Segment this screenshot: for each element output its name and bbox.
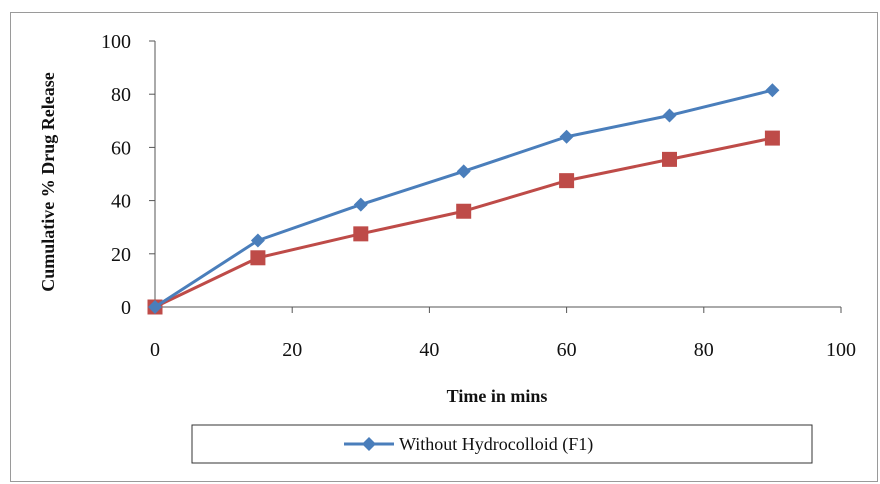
y-tick-label: 80: [111, 84, 131, 106]
series-layer: [147, 83, 780, 315]
series-1-point: [250, 233, 265, 248]
series-2-point: [764, 130, 780, 146]
legend-marker-f1: [362, 437, 376, 451]
axes: 0 20 40 60 80 100 0 20 40 60 80 100: [101, 31, 856, 361]
x-tick-label: 100: [826, 339, 856, 361]
y-tick-label: 40: [111, 191, 131, 213]
series-2-point: [559, 173, 575, 189]
y-axis-title: Cumulative % Drug Release: [38, 72, 58, 291]
series-2-point: [662, 151, 677, 167]
y-tick-label: 0: [121, 297, 131, 319]
series-2-point: [250, 250, 266, 266]
y-tick-label: 100: [101, 31, 131, 53]
legend: Without Hydrocolloid (F1): [191, 424, 813, 464]
series-line-1: [154, 88, 773, 309]
x-tick-label: 80: [694, 339, 714, 361]
series-line-2: [154, 136, 773, 309]
series-1-point: [662, 108, 677, 123]
x-tick-label: 40: [419, 339, 439, 361]
y-tick-label: 60: [111, 137, 131, 159]
x-axis-title: Time in mins: [447, 386, 548, 406]
series-2-point: [456, 203, 472, 219]
y-tick-label: 20: [111, 244, 131, 266]
series-1-point: [456, 164, 471, 179]
series-1-point: [353, 197, 368, 212]
legend-label-f1: Without Hydrocolloid (F1): [399, 434, 593, 455]
x-tick-label: 20: [282, 339, 302, 361]
x-tick-label: 0: [150, 339, 160, 361]
series-1-point: [765, 83, 780, 98]
x-tick-label: 60: [557, 339, 577, 361]
legend-box: [191, 424, 813, 464]
series-2-point: [353, 226, 369, 242]
series-1-point: [148, 300, 162, 314]
series-1-point: [559, 129, 574, 144]
